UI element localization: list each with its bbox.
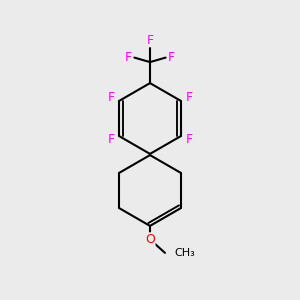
Text: F: F — [125, 51, 132, 64]
Text: O: O — [145, 233, 155, 246]
Text: F: F — [146, 34, 154, 47]
Text: F: F — [168, 51, 175, 64]
Text: F: F — [185, 133, 193, 146]
Text: CH₃: CH₃ — [174, 248, 195, 258]
Text: F: F — [107, 133, 115, 146]
Text: F: F — [107, 91, 115, 104]
Text: F: F — [185, 91, 193, 104]
